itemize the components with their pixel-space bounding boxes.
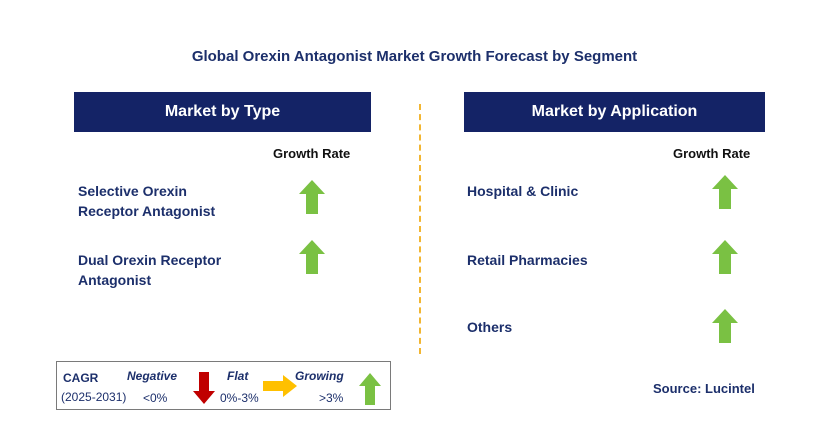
- right-growth-rate-label: Growth Rate: [673, 146, 751, 161]
- left-growth-rate-label: Growth Rate: [273, 146, 351, 161]
- market-by-type-header-label: Market by Type: [164, 103, 281, 120]
- legend-negative-label: Negative: [127, 369, 178, 383]
- type-segment-selective-line2: Receptor Antagonist: [78, 203, 216, 219]
- legend-flat-label: Flat: [227, 369, 249, 383]
- legend-cagr-label: CAGR: [63, 371, 99, 385]
- legend-growing-range: >3%: [319, 391, 344, 405]
- type-segment-dual-line2: Antagonist: [78, 272, 152, 288]
- application-segment-others: Others: [467, 319, 513, 335]
- type-segment-selective-line1: Selective Orexin: [78, 183, 187, 199]
- market-by-application-header-label: Market by Application: [531, 103, 698, 120]
- type-segment-dual: Dual Orexin Receptor Antagonist: [78, 250, 221, 290]
- up-arrow-icon: [299, 180, 325, 214]
- up-arrow-icon: [712, 240, 738, 274]
- legend-negative-range: <0%: [143, 391, 168, 405]
- source-label: Source: Lucintel: [653, 381, 755, 396]
- market-by-application-header: Market by Application: [464, 92, 765, 132]
- down-arrow-icon: [193, 372, 215, 404]
- chart-title: Global Orexin Antagonist Market Growth F…: [191, 48, 638, 65]
- legend-growing-label: Growing: [295, 369, 344, 383]
- up-arrow-icon: [299, 240, 325, 274]
- application-segment-retail: Retail Pharmacies: [467, 252, 588, 268]
- legend-period-label: (2025-2031): [61, 390, 127, 404]
- up-arrow-icon: [712, 175, 738, 209]
- up-arrow-icon: [712, 309, 738, 343]
- type-segment-dual-line1: Dual Orexin Receptor: [78, 252, 222, 268]
- cagr-legend: CAGR (2025-2031) Negative <0% Flat 0%-3%…: [56, 361, 391, 410]
- right-arrow-icon: [263, 375, 297, 397]
- market-by-type-header: Market by Type: [74, 92, 371, 132]
- application-segment-hospital: Hospital & Clinic: [467, 183, 579, 199]
- panel-divider: [419, 104, 421, 354]
- legend-flat-range: 0%-3%: [220, 391, 259, 405]
- up-arrow-icon: [359, 373, 381, 405]
- type-segment-selective: Selective Orexin Receptor Antagonist: [78, 181, 215, 221]
